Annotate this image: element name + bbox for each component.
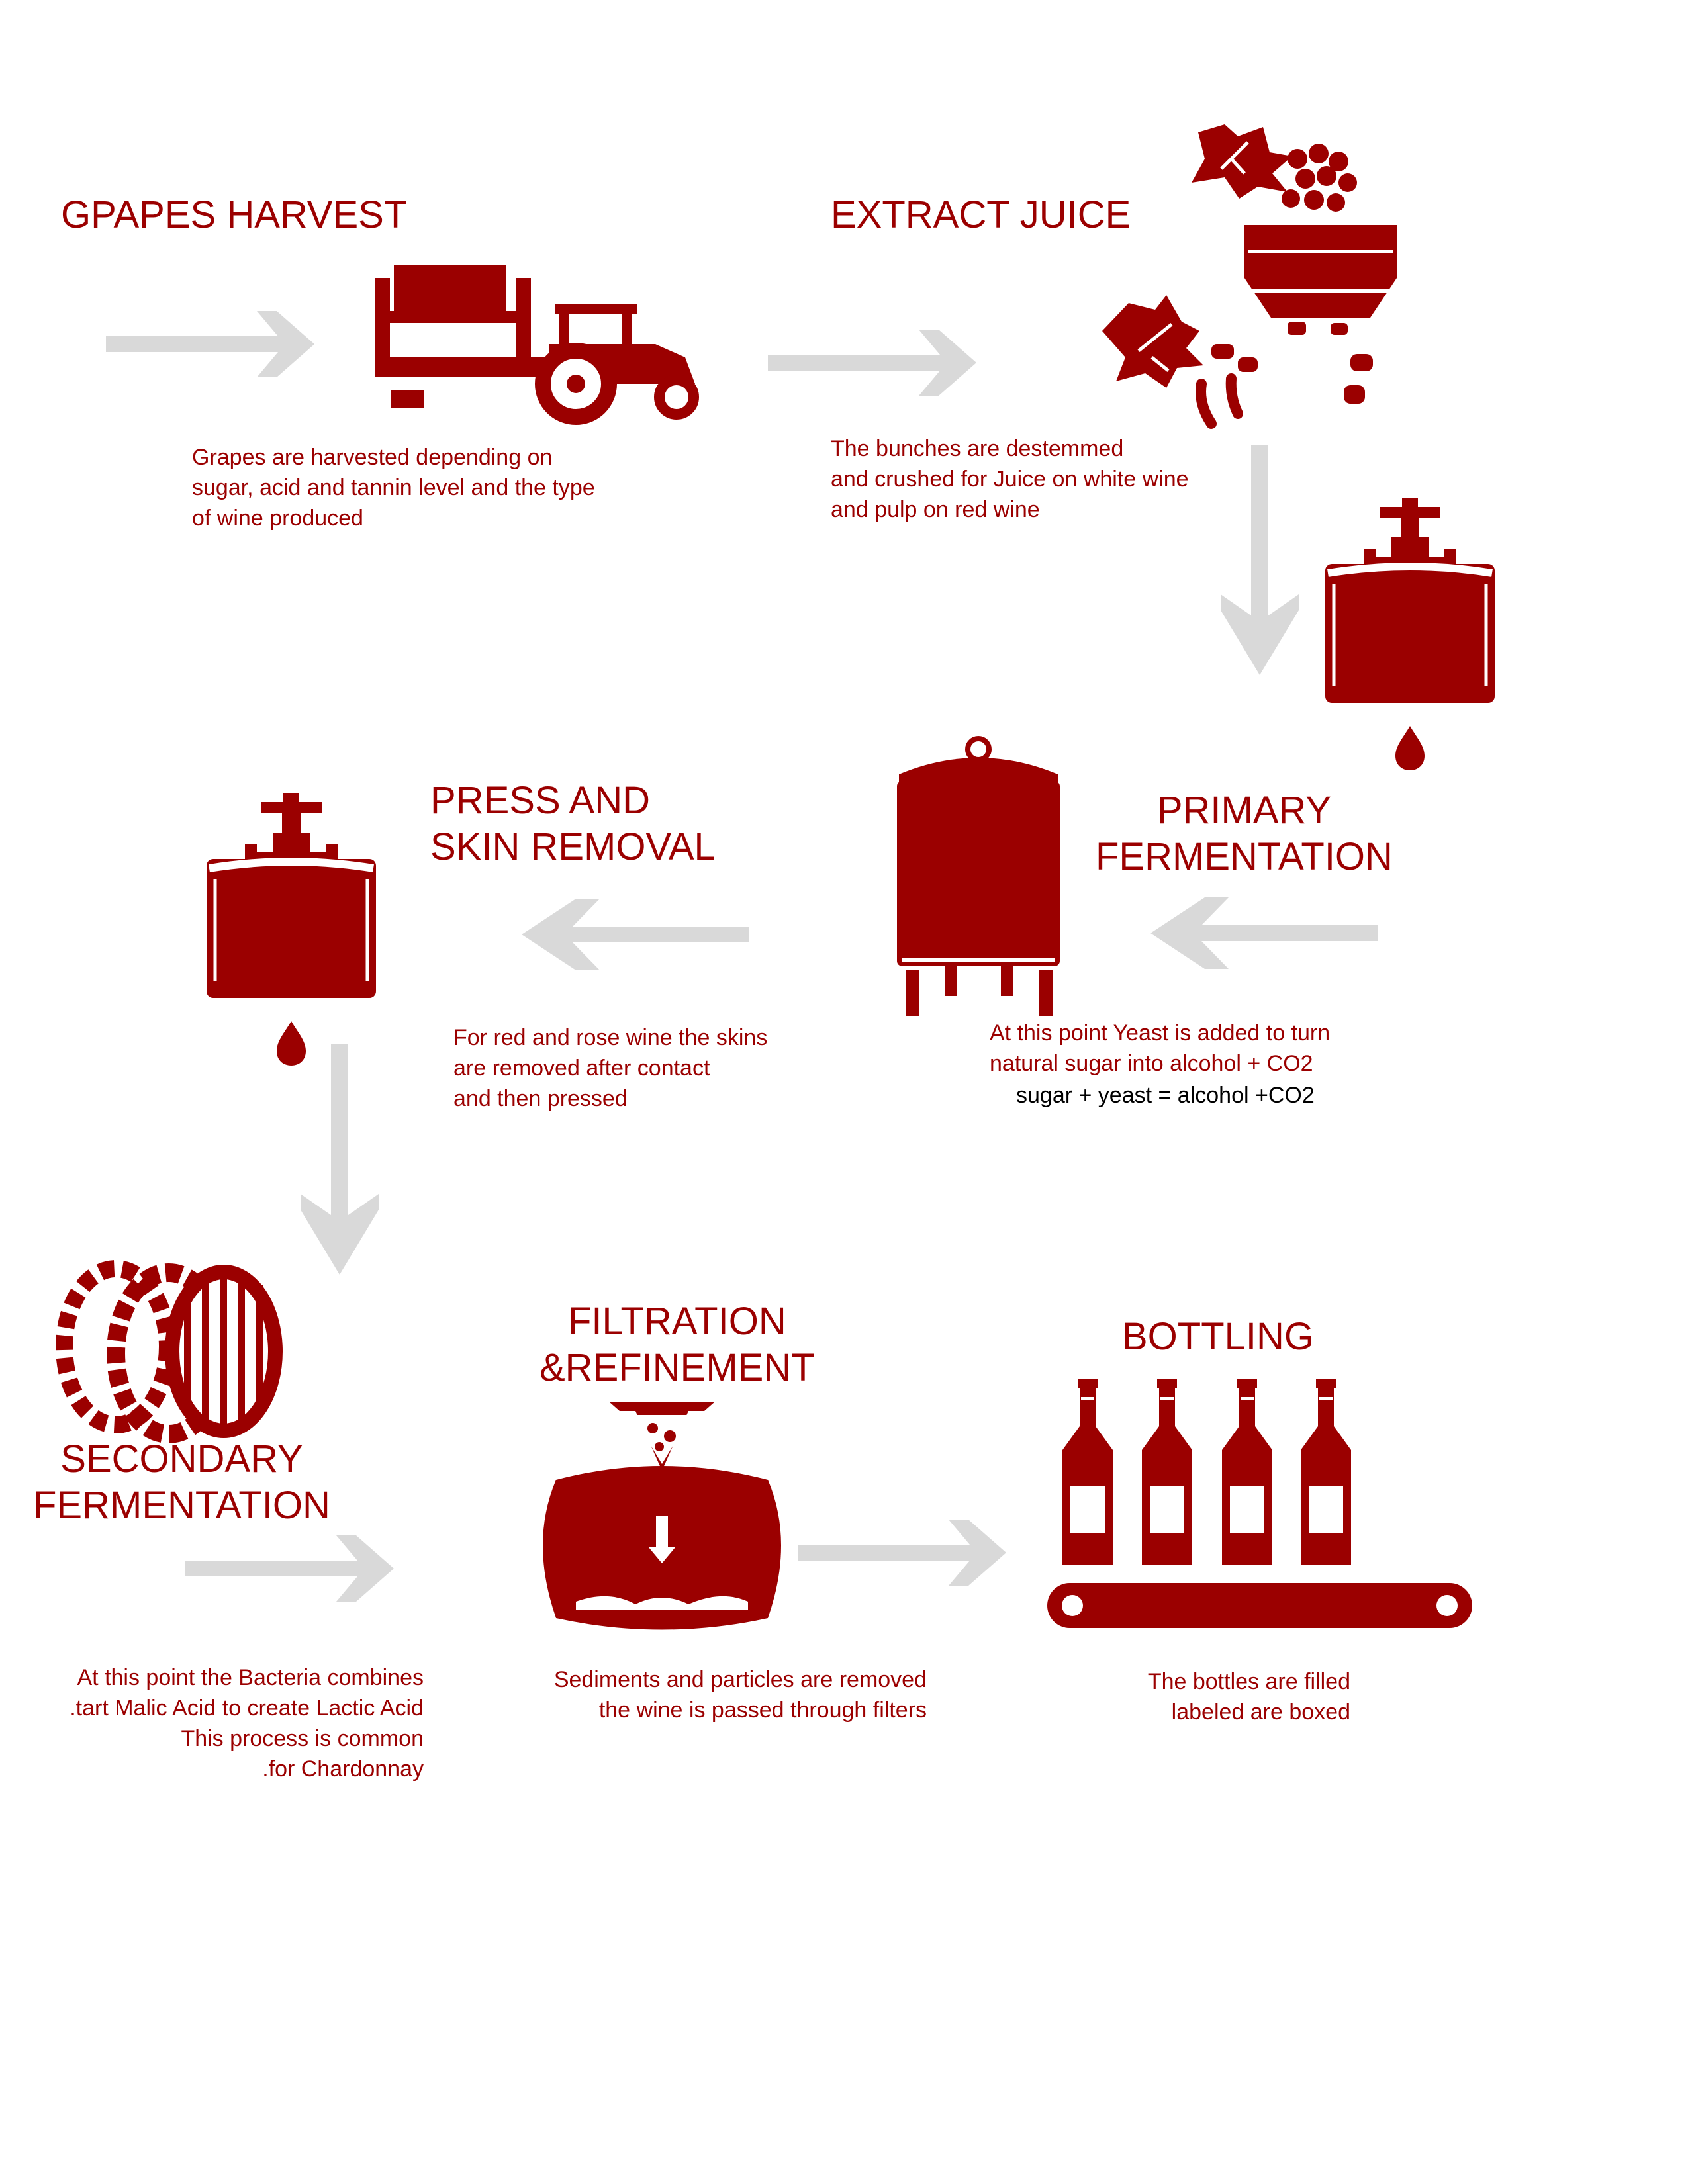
step-description-bottling: The bottles are filled labeled are boxed [1147, 1669, 1350, 1725]
step-description-extract: The bunches are destemmed and crushed fo… [831, 436, 1189, 522]
tractor-icon [375, 265, 699, 425]
grape-crusher-icon [1102, 124, 1403, 429]
fermentation-formula: sugar + yeast = alcohol +CO2 [1016, 1083, 1315, 1108]
step-title-bottling: BOTTLING [1122, 1315, 1315, 1358]
filter-icon [543, 1402, 781, 1630]
step-title-primary-fermentation: PRIMARY FERMENTATION [1096, 789, 1393, 878]
step-description-press: For red and rose wine the skins are remo… [453, 1025, 768, 1111]
arrow-to-primary [1150, 897, 1378, 969]
step-title-filtration: FILTRATION &REFINEMENT [539, 1300, 815, 1389]
fermentation-tank-icon [897, 736, 1060, 1016]
arrow-press-to-secondary [301, 1044, 379, 1275]
step-description-filtration: Sediments and particles are removed the … [553, 1667, 927, 1723]
arrow-primary-to-press [522, 899, 749, 970]
step-title-harvest: GPAPES HARVEST [61, 193, 408, 236]
barrel-icon [56, 1260, 283, 1443]
arrow-extract-to-vat [1221, 445, 1299, 675]
step-title-extract: EXTRACT JUICE [831, 193, 1131, 236]
bottles-conveyor-icon [1047, 1379, 1472, 1628]
arrow-filtration-to-bottling [798, 1520, 1006, 1586]
step-title-secondary-fermentation: SECONDARY FERMENTATION [33, 1437, 330, 1527]
juice-vat-icon [1325, 498, 1495, 770]
step-description-primary-fermentation: At this point Yeast is added to turn nat… [990, 1021, 1331, 1076]
arrow-harvest-to-extract [768, 330, 976, 396]
arrow-harvest-entry [106, 311, 314, 377]
arrow-secondary-to-filtration [185, 1535, 394, 1602]
press-icon [207, 793, 376, 1066]
step-title-press: PRESS AND SKIN REMOVAL [430, 779, 716, 868]
step-description-harvest: Grapes are harvested depending on sugar,… [192, 445, 595, 531]
step-description-secondary-fermentation: At this point the Bacteria combines .tar… [70, 1665, 424, 1782]
